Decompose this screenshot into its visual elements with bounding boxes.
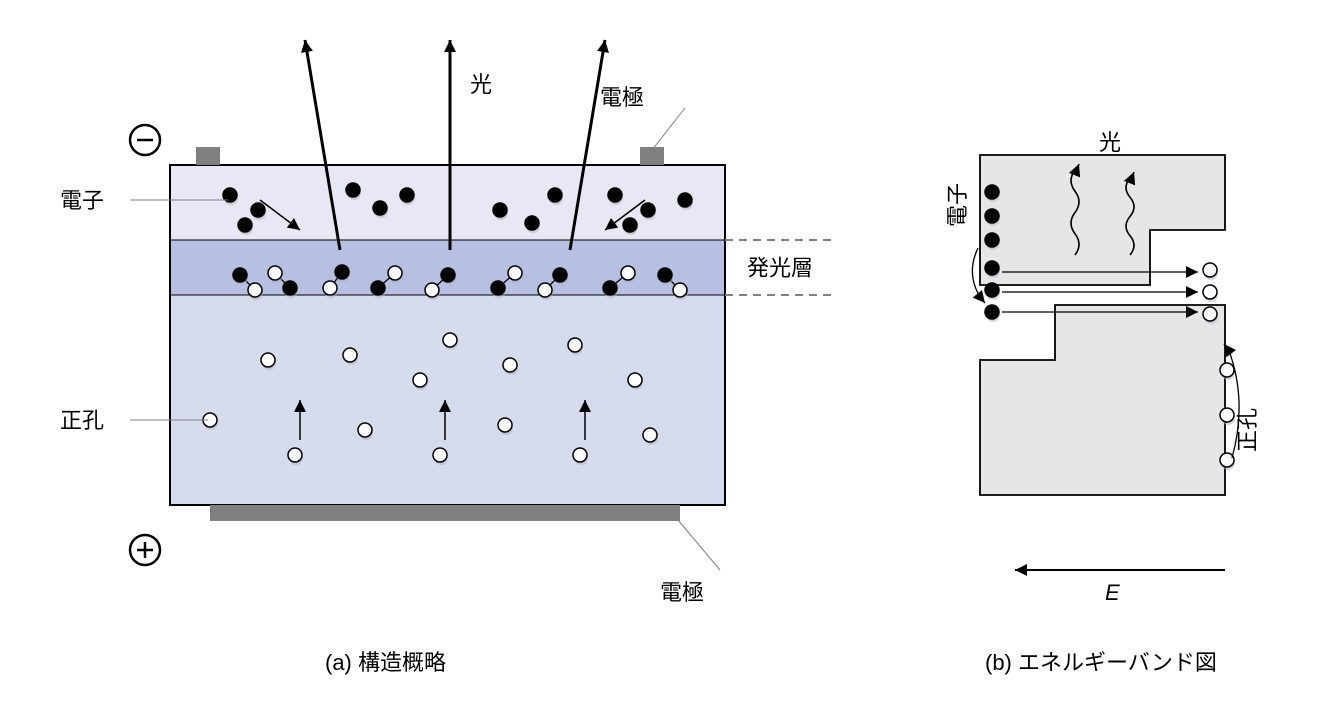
band-light-label: 光 <box>1099 130 1121 155</box>
panel-a: 光電極電子正孔発光層電極(a) 構造概略 <box>60 40 835 675</box>
electrode-top-label: 電極 <box>600 85 644 110</box>
e-axis-label: E <box>1105 580 1120 605</box>
valence-band <box>980 305 1225 495</box>
caption-b: (b) エネルギーバンド図 <box>985 650 1217 675</box>
electron-label: 電子 <box>60 188 104 213</box>
electrode-bottom-label: 電極 <box>660 580 704 605</box>
emission-layer-label: 発光層 <box>747 256 813 281</box>
light-label: 光 <box>470 72 492 97</box>
hole-label: 正孔 <box>60 408 104 433</box>
panel-b: 光電子正孔 E (b) エネルギーバンド図 <box>945 130 1260 675</box>
band-electron-label: 電子 <box>945 183 970 227</box>
top-electrode <box>196 147 220 165</box>
hole-transport-layer <box>170 295 725 505</box>
caption-a: (a) 構造概略 <box>325 650 446 675</box>
conduction-band <box>980 155 1225 285</box>
bottom-electrode <box>210 505 680 521</box>
band-hole-label: 正孔 <box>1235 408 1260 452</box>
